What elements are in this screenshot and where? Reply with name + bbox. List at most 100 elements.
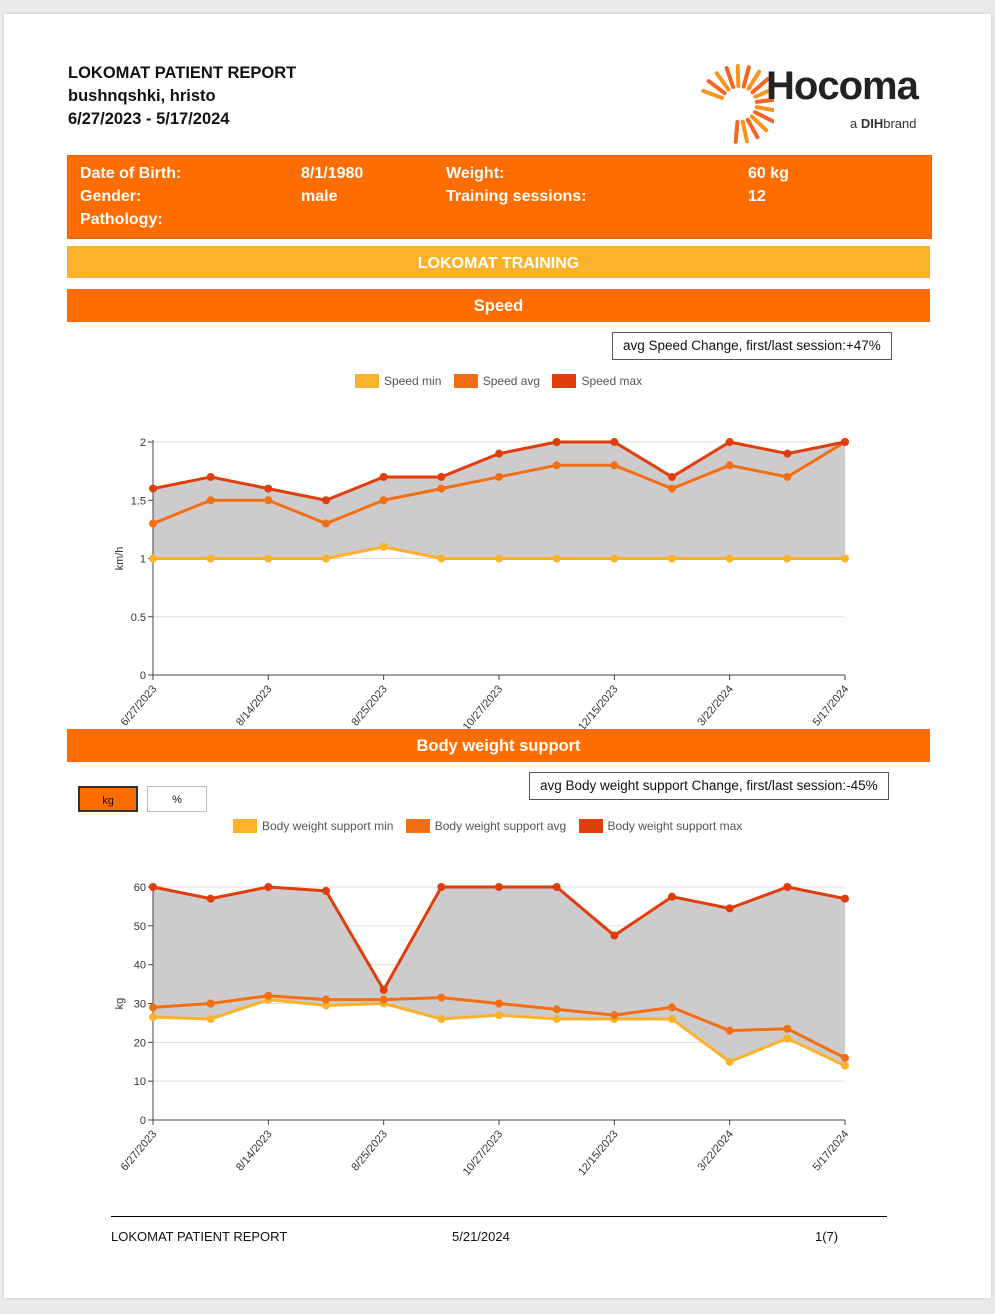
data-point-avg (552, 1005, 561, 1014)
data-point-max (610, 931, 619, 940)
data-point-max (495, 449, 503, 458)
data-point-min (783, 554, 792, 563)
bws-change-box: avg Body weight support Change, first/la… (529, 772, 889, 800)
data-point-avg (668, 484, 676, 493)
y-tick-label: 20 (134, 1037, 146, 1049)
data-point-avg (841, 1053, 849, 1062)
data-point-avg (668, 1003, 676, 1012)
data-point-avg (783, 472, 792, 481)
bws-legend: Body weight support min Body weight supp… (233, 819, 751, 833)
x-tick-label: 10/27/2023 (461, 1128, 506, 1178)
dob-value: 8/1/1980 (301, 165, 364, 182)
y-tick-label: 50 (134, 921, 146, 933)
y-tick-label: 1.5 (131, 495, 146, 507)
data-point-avg (149, 1003, 157, 1012)
data-point-avg (610, 1011, 619, 1020)
data-point-max (783, 883, 792, 891)
logo-subtitle: a DIHbrand (850, 116, 917, 131)
bws-section-header: Body weight support (67, 729, 930, 762)
sunburst-ray (750, 77, 770, 95)
legend-item-speed-avg[interactable]: Speed avg (453, 374, 540, 388)
data-point-min (149, 1013, 157, 1022)
data-point-avg (495, 999, 503, 1008)
x-tick-label: 8/14/2023 (234, 683, 275, 728)
data-point-max (206, 472, 215, 481)
data-point-max (322, 886, 330, 895)
data-point-avg (783, 1024, 792, 1033)
range-area (153, 442, 845, 559)
date-range: 6/27/2023 - 5/17/2024 (68, 110, 230, 128)
bws-chart: 0 10 20 30 40 50 60 kg 6/27/2023 8/14/2023 8/25/20… (114, 882, 851, 1178)
data-point-min (668, 1015, 676, 1024)
data-point-max (841, 438, 849, 446)
data-point-avg (725, 1026, 734, 1035)
legend-item-speed-min[interactable]: Speed min (355, 374, 441, 388)
legend-item-bws-avg[interactable]: Body weight support avg (405, 819, 566, 833)
data-point-max (668, 892, 676, 901)
x-tick-label: 6/27/2023 (119, 683, 160, 728)
data-point-min (206, 554, 215, 563)
gender-value: male (301, 188, 338, 205)
y-tick-label: 0 (140, 670, 146, 682)
data-point-avg (264, 496, 273, 505)
legend-item-bws-min[interactable]: Body weight support min (233, 819, 393, 833)
data-point-avg (437, 993, 446, 1002)
sunburst-ray (754, 97, 774, 104)
section-title-lokomat-training: LOKOMAT TRAINING (67, 246, 930, 278)
weight-value: 60 kg (748, 165, 789, 182)
data-point-min (322, 554, 330, 563)
data-point-min (841, 1061, 849, 1070)
x-tick-label: 5/17/2024 (811, 683, 852, 728)
footer-title: LOKOMAT PATIENT REPORT (111, 1229, 288, 1244)
data-point-avg (610, 461, 619, 470)
data-point-avg (725, 461, 734, 470)
x-tick-label: 8/14/2023 (234, 1128, 275, 1173)
legend-swatch (355, 374, 379, 388)
data-point-max (379, 985, 388, 994)
data-point-avg (437, 484, 446, 493)
x-tick-label: 3/22/2024 (695, 683, 736, 728)
x-tick-label: 6/27/2023 (119, 1128, 160, 1173)
unit-percent-button[interactable]: % (147, 786, 207, 812)
footer-page-number: 1(7) (815, 1229, 839, 1244)
sunburst-ray (754, 105, 774, 113)
data-point-max (783, 449, 792, 458)
x-tick-label: 5/17/2024 (811, 1128, 852, 1173)
sessions-label: Training sessions: (446, 188, 587, 205)
legend-swatch (578, 819, 603, 833)
data-point-max (379, 472, 388, 481)
data-point-max (149, 484, 157, 493)
data-point-max (725, 438, 734, 446)
data-point-min (322, 1001, 330, 1010)
sunburst-ray (741, 65, 751, 89)
data-point-max (206, 894, 215, 903)
data-point-max (149, 883, 157, 891)
y-tick-label: 40 (134, 960, 146, 972)
data-point-max (552, 438, 561, 446)
y-axis-label: kg (114, 998, 126, 1010)
y-tick-label: 1 (140, 554, 146, 566)
x-tick-label: 3/22/2024 (695, 1128, 736, 1173)
hocoma-logo: Hocoma a DIHbrand (694, 52, 934, 152)
legend-item-speed-max[interactable]: Speed max (552, 374, 642, 388)
legend-swatch (233, 819, 257, 833)
speed-legend: Speed min Speed avg Speed max (355, 374, 651, 388)
legend-item-bws-max[interactable]: Body weight support max (578, 819, 742, 833)
report-title: LOKOMAT PATIENT REPORT (68, 64, 297, 82)
weight-label: Weight: (446, 165, 505, 182)
sessions-value: 12 (748, 188, 766, 205)
x-tick-label: 12/15/2023 (576, 1128, 621, 1178)
data-point-max (495, 883, 503, 891)
sunburst-ray (724, 66, 736, 89)
gender-label: Gender: (80, 188, 142, 205)
report-page: LOKOMAT PATIENT REPORT bushnqshki, hrist… (4, 14, 991, 1298)
footer-date: 5/21/2024 (452, 1229, 510, 1244)
data-point-max (264, 883, 273, 891)
x-tick-label: 8/25/2023 (349, 683, 390, 728)
unit-kg-button[interactable]: kg (78, 786, 138, 812)
patient-info-box: Date of Birth: Gender: Pathology: 8/1/19… (67, 155, 932, 239)
patient-name: bushnqshki, hristo (68, 87, 216, 105)
data-point-max (437, 472, 446, 481)
sunburst-ray (740, 119, 749, 144)
hocoma-sunburst-icon (701, 64, 774, 144)
